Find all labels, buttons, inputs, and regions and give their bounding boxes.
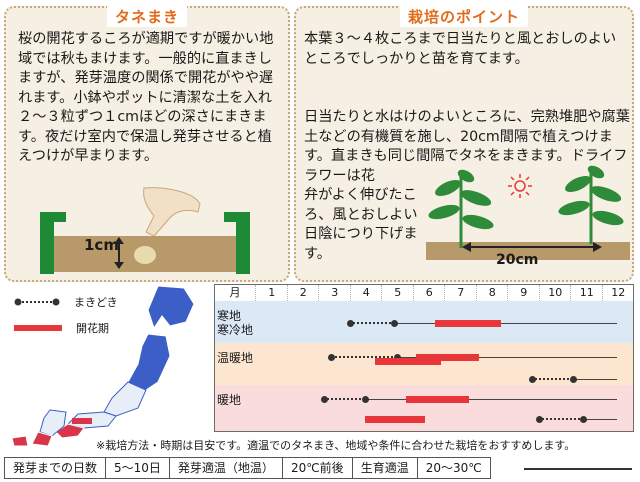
plant-icon <box>428 169 494 248</box>
sowing-period <box>324 398 366 406</box>
legend-bloom-label: 開花期 <box>76 322 109 335</box>
sowing-text: 桜の開花するころが適期ですが暖かい地域では秋もまけます。一般的に直まきしますが、… <box>18 31 274 164</box>
care-panel: 栽培のポイント 本葉３～４枚ころまで日当たりと風とおしのよいところでしっかりと苗… <box>294 6 634 282</box>
month-row: 月 1 2 3 4 5 6 7 8 9 10 11 12 <box>215 285 633 302</box>
sowing-dot <box>346 320 354 327</box>
germ-days-label: 発芽までの日数 <box>5 458 107 478</box>
schedule-note: ※栽培方法・時期は目安です。適温でのタネまき、地域や条件に合わせた栽培をおすすめ… <box>96 439 576 452</box>
bloom-period <box>374 358 441 365</box>
sowing-dot <box>535 416 543 423</box>
sowing-dot <box>579 416 587 423</box>
sowing-dot <box>327 354 335 361</box>
depth-label: 1cm <box>84 236 119 254</box>
month-cell: 9 <box>507 285 540 301</box>
legend-sowing-label: まきどき <box>74 296 118 309</box>
month-cell: 5 <box>381 285 414 301</box>
month-cell: 7 <box>444 285 477 301</box>
legend-bloom: 開花期 <box>14 320 109 336</box>
bloom-period <box>365 416 426 423</box>
region-band: 寒地 寒冷地 <box>215 301 633 343</box>
germ-days-value: 5～10日 <box>106 458 170 478</box>
month-cell: 11 <box>570 285 603 301</box>
month-cell: 1 <box>255 285 288 301</box>
month-cell: 8 <box>475 285 509 301</box>
schedule-line <box>582 419 618 420</box>
month-cell: 2 <box>286 285 320 301</box>
legend-sowing: まきどき <box>14 294 118 310</box>
sowing-dot <box>529 376 537 383</box>
month-cell: 12 <box>601 285 635 301</box>
sowing-period <box>538 418 583 426</box>
germ-temp-label: 発芽適温（地温） <box>169 458 283 478</box>
pot-lip-right <box>224 212 250 222</box>
schedule-line <box>365 399 618 400</box>
legend-dots-icon <box>14 298 60 306</box>
pot-wall-right <box>236 214 250 274</box>
pot-wall-left <box>40 214 54 274</box>
bloom-period <box>406 396 470 403</box>
region-label: 暖地 <box>217 393 242 407</box>
grow-temp-value: 20～30℃ <box>425 461 482 475</box>
spacing-arrow-icon <box>462 242 602 252</box>
care-text-3: 弁がよく伸びたころ、風とおしよい日陰につり下げます。 <box>304 187 418 262</box>
seeds-icon <box>134 246 156 264</box>
sowing-dot <box>393 354 401 361</box>
region-band: 暖地 <box>215 385 633 431</box>
sowing-period <box>330 356 397 364</box>
bloom-period <box>434 320 501 327</box>
region-label: 寒地 寒冷地 <box>217 309 254 337</box>
sowing-title: タネまき <box>106 6 188 27</box>
month-cell: 4 <box>349 285 383 301</box>
legend-bloom-bar <box>14 325 62 331</box>
month-cell: 10 <box>538 285 572 301</box>
depth-arrow-icon <box>114 237 124 269</box>
schedule-line <box>573 379 618 380</box>
germination-info: 発芽までの日数 5～10日 発芽適温（地温） 20℃前後 生育適温 20～30℃ <box>4 457 491 479</box>
schedule-line <box>393 323 618 324</box>
plant-icon <box>558 165 624 244</box>
care-text-1: 本葉３～４枚ころまで日当たりと風とおしのよいところでしっかりと苗を育てます。 <box>304 31 617 67</box>
month-header: 月 <box>229 286 241 299</box>
sowing-dot <box>362 396 370 403</box>
care-title: 栽培のポイント <box>399 6 529 27</box>
schedule-chart: 月 1 2 3 4 5 6 7 8 9 10 11 12 寒地 寒冷地 温暖地 暖地 <box>214 284 634 432</box>
grow-temp-label: 生育適温 <box>352 458 418 478</box>
sowing-period <box>349 322 394 330</box>
schedule-line <box>396 357 618 358</box>
hand-icon <box>143 187 201 237</box>
sowing-dot <box>390 320 398 327</box>
month-cell: 3 <box>318 285 351 301</box>
sowing-panel: タネまき 桜の開花するころが適期ですが暖かい地域では秋もまけます。一般的に直まき… <box>4 6 290 282</box>
sowing-dot <box>570 376 578 383</box>
tail-rule <box>524 468 632 470</box>
region-label: 温暖地 <box>217 351 254 365</box>
spacing-label: 20cm <box>496 252 539 268</box>
bloom-period <box>415 354 479 361</box>
care-text-2: 日当たりと水はけのよいところに、完熟堆肥や腐葉土などの有機質を施し、20cm間隔… <box>304 109 630 184</box>
month-cell: 6 <box>412 285 446 301</box>
pot-lip-left <box>40 212 66 222</box>
japan-map <box>11 286 195 446</box>
sowing-dot <box>321 396 329 403</box>
sun-icon <box>508 174 532 198</box>
sowing-period <box>532 378 574 386</box>
germ-temp-value: 20℃前後 <box>283 458 353 478</box>
